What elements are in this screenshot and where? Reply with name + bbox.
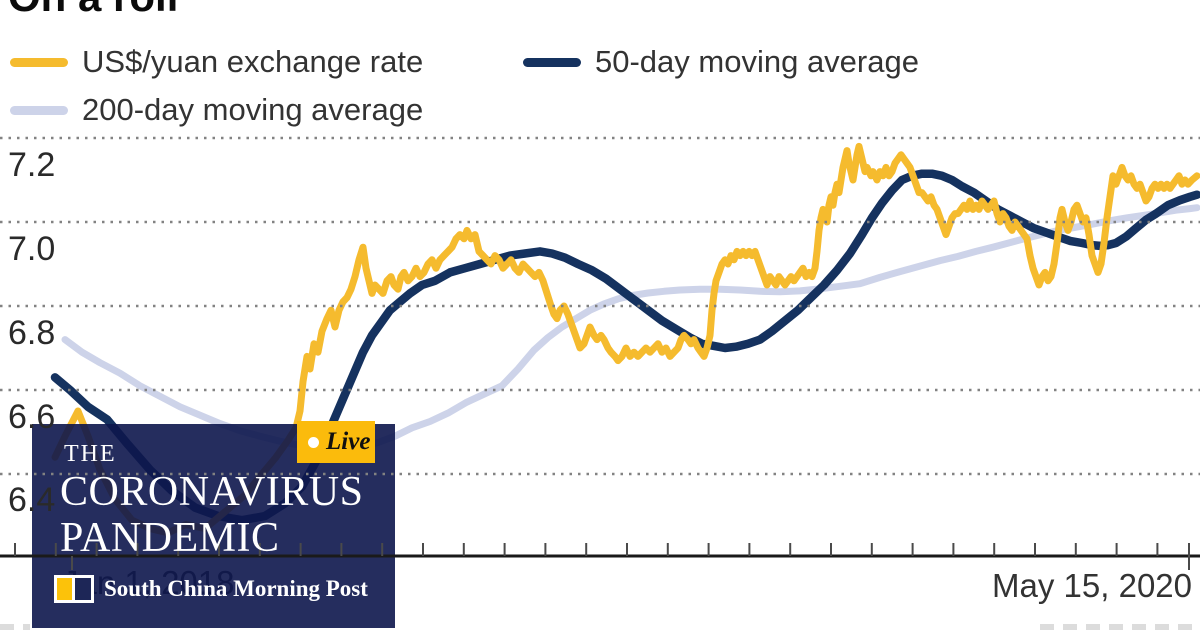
ma50-swatch: [523, 57, 581, 67]
legend-item-ma50: 50-day moving average: [523, 44, 919, 80]
cropped-caption-artifact-left: [0, 624, 30, 630]
y-tick-7-0: 7.0: [8, 230, 56, 268]
legend-label-ma200: 200-day moving average: [82, 92, 424, 127]
y-tick-7-2: 7.2: [8, 146, 56, 184]
y-tick-6-8: 6.8: [8, 314, 56, 352]
rate-line: [51, 142, 1200, 537]
legend-item-ma200: 200-day moving average: [10, 92, 423, 128]
x-axis-right-label: May 15, 2020: [992, 567, 1192, 604]
exchange-rate-swatch: [10, 57, 68, 67]
y-tick-6-4: 6.4: [8, 481, 56, 519]
ma200-swatch: [10, 105, 68, 115]
legend-label-exchange-rate: US$/yuan exchange rate: [82, 44, 424, 79]
legend-item-exchange-rate: US$/yuan exchange rate: [10, 44, 423, 80]
chart-title: On a roll: [8, 0, 178, 21]
y-tick-6-6: 6.6: [8, 398, 56, 436]
legend-label-ma50: 50-day moving average: [595, 44, 919, 79]
cropped-caption-artifact-right: [1040, 624, 1195, 630]
